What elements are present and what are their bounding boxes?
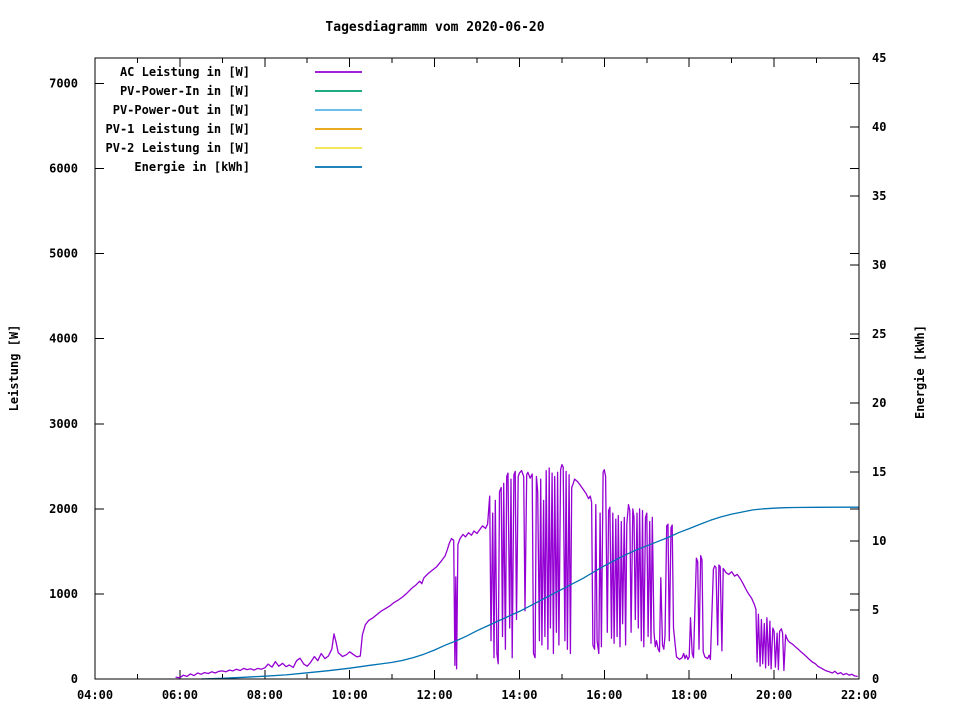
series-line-0 bbox=[175, 463, 858, 679]
x-tick-label: 04:00 bbox=[77, 688, 113, 702]
y-right-tick-label: 5 bbox=[872, 603, 879, 617]
y-right-tick-label: 10 bbox=[872, 534, 886, 548]
y-left-tick-label: 3000 bbox=[49, 417, 78, 431]
y-right-tick-label: 0 bbox=[872, 672, 879, 686]
legend-label: AC Leistung in [W] bbox=[120, 65, 250, 79]
legend-label: PV-2 Leistung in [W] bbox=[106, 141, 251, 155]
series-line-1 bbox=[201, 506, 859, 680]
y-right-tick-label: 30 bbox=[872, 258, 886, 272]
y-right-axis-label: Energie [kWh] bbox=[913, 325, 927, 419]
x-tick-label: 20:00 bbox=[756, 688, 792, 702]
y-left-tick-label: 2000 bbox=[49, 502, 78, 516]
legend: AC Leistung in [W] PV-Power-In in [W] PV-P… bbox=[106, 65, 362, 174]
y-right-tick-label: 35 bbox=[872, 189, 886, 203]
y-right-tick-label: 40 bbox=[872, 120, 886, 134]
x-tick-label: 10:00 bbox=[332, 688, 368, 702]
axis-tick-labels: 04:00 06:00 08:00 10:00 12:00 14:00 16:00 18:00… bbox=[49, 51, 886, 702]
x-tick-label: 22:00 bbox=[841, 688, 877, 702]
x-tick-label: 12:00 bbox=[416, 688, 452, 702]
y-right-tick-label: 15 bbox=[872, 465, 886, 479]
x-tick-label: 14:00 bbox=[501, 688, 537, 702]
legend-label: Energie in [kWh] bbox=[134, 160, 250, 174]
legend-label: PV-Power-Out in [W] bbox=[113, 103, 250, 117]
y-right-tick-label: 45 bbox=[872, 51, 886, 65]
y-left-tick-label: 5000 bbox=[49, 247, 78, 261]
y-right-tick-label: 20 bbox=[872, 396, 886, 410]
legend-label: PV-1 Leistung in [W] bbox=[106, 122, 251, 136]
series-lines bbox=[175, 463, 859, 680]
x-tick-label: 18:00 bbox=[671, 688, 707, 702]
x-tick-label: 06:00 bbox=[162, 688, 198, 702]
y-right-tick-label: 25 bbox=[872, 327, 886, 341]
x-tick-label: 16:00 bbox=[586, 688, 622, 702]
y-left-tick-label: 7000 bbox=[49, 77, 78, 91]
y-left-tick-label: 0 bbox=[71, 672, 78, 686]
legend-label: PV-Power-In in [W] bbox=[120, 84, 250, 98]
plot-border bbox=[94, 57, 860, 680]
chart-title: Tagesdiagramm vom 2020-06-20 bbox=[325, 20, 544, 35]
y-left-tick-label: 6000 bbox=[49, 162, 78, 176]
y-left-tick-label: 1000 bbox=[49, 587, 78, 601]
y-left-tick-label: 4000 bbox=[49, 332, 78, 346]
y-left-axis-label: Leistung [W] bbox=[7, 325, 21, 412]
x-tick-label: 08:00 bbox=[247, 688, 283, 702]
